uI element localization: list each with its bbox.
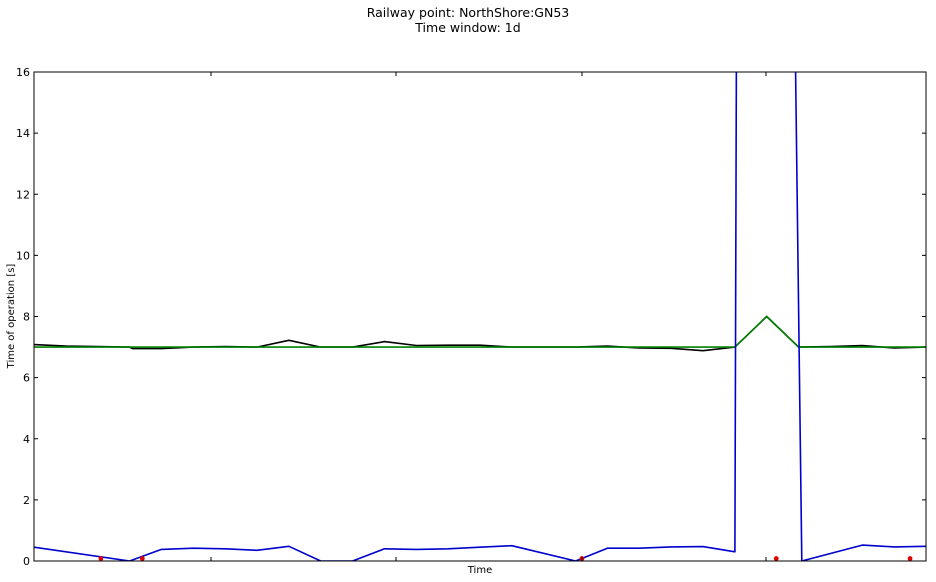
green-series-line — [34, 315, 926, 348]
y-tick-label: 6 — [23, 372, 30, 385]
event-marker — [773, 556, 779, 561]
x-axis-label: Time — [467, 565, 492, 576]
black-series-line — [34, 315, 926, 352]
y-axis: 0 2 4 6 8 10 12 14 16 — [16, 66, 926, 568]
blue-series-line — [34, 72, 926, 561]
y-tick-label: 10 — [16, 249, 30, 262]
chart-title: Railway point: NorthShore:GN53 — [366, 5, 570, 20]
y-tick-label: 4 — [23, 433, 30, 446]
plot-frame — [33, 71, 927, 562]
y-axis-label: Time of operation [s] — [6, 264, 17, 370]
y-tick-label: 0 — [23, 555, 30, 568]
x-axis — [210, 72, 767, 561]
y-tick-label: 16 — [16, 66, 30, 79]
series-layer — [34, 72, 926, 561]
y-tick-label: 2 — [23, 494, 30, 507]
y-tick-label: 14 — [16, 127, 30, 140]
event-marker — [139, 556, 145, 561]
event-marker — [98, 556, 104, 561]
event-marker — [907, 556, 913, 561]
y-tick-label: 8 — [23, 311, 30, 324]
y-tick-label: 12 — [16, 188, 30, 201]
chart-subtitle: Time window: 1d — [415, 20, 521, 35]
